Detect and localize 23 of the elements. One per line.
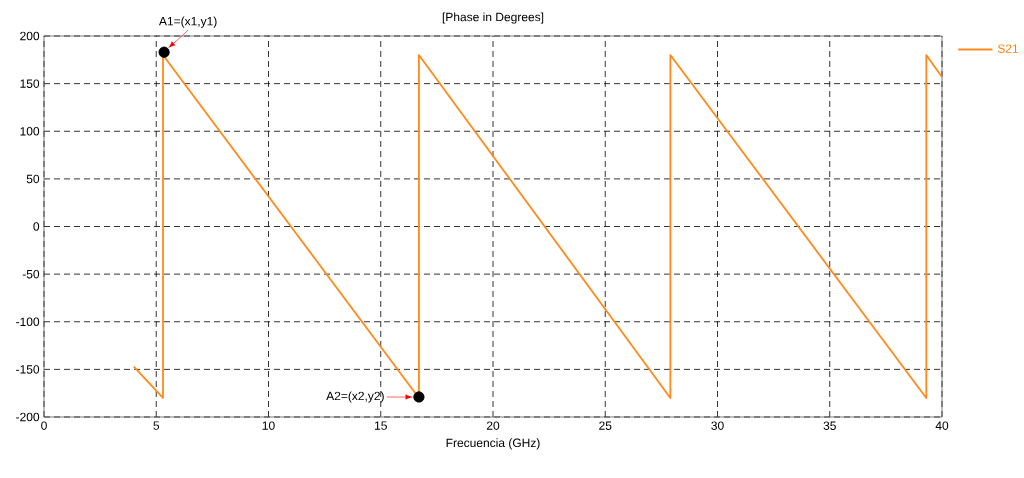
- annotation: A2=(x2,y2): [326, 391, 384, 403]
- x-tick-label: 35: [823, 421, 836, 430]
- x-tick-label: 5: [153, 421, 160, 430]
- x-tick-label: 25: [599, 421, 612, 430]
- x-tick-label: 20: [486, 421, 500, 430]
- y-tick-label: 50: [26, 174, 40, 184]
- y-tick-label: -150: [16, 365, 40, 374]
- x-tick-label: 40: [935, 421, 949, 430]
- legend-label: S21: [997, 44, 1019, 53]
- chart-title: [Phase in Degrees]: [442, 12, 544, 24]
- y-tick-label: 100: [20, 127, 40, 136]
- y-tick-label: 0: [33, 222, 40, 231]
- x-axis-title: Frecuencia (GHz): [446, 438, 540, 450]
- y-tick-label: -50: [22, 269, 40, 279]
- y-tick-label: -200: [16, 412, 40, 422]
- x-tick-label: 30: [711, 421, 724, 430]
- annotation: A1=(x1,y1): [158, 16, 217, 28]
- x-tick-label: 0: [41, 421, 47, 430]
- x-tick-label: 10: [262, 421, 275, 430]
- y-tick-label: 200: [20, 31, 40, 41]
- y-tick-label: -100: [16, 317, 40, 327]
- y-tick-label: 150: [20, 79, 40, 88]
- x-tick-label: 15: [374, 421, 387, 430]
